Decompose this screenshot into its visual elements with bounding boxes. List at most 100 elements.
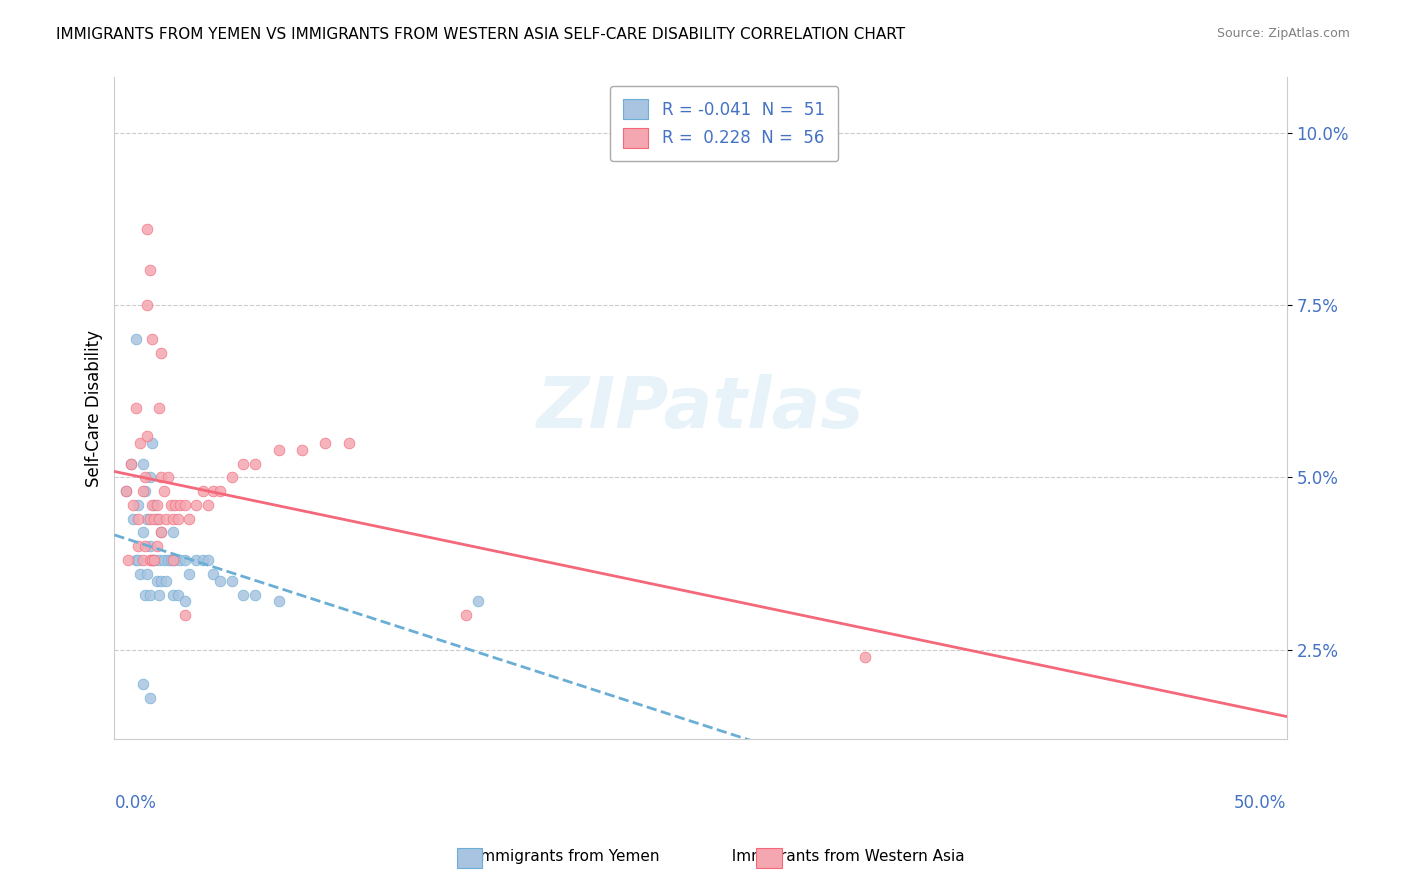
Point (221, 470, 243, 484)
Text: Source: ZipAtlas.com: Source: ZipAtlas.com (1216, 27, 1350, 40)
Point (201, 566, 224, 581)
Point (129, 435, 152, 450)
Point (115, 484, 138, 499)
Point (124, 401, 146, 416)
Point (157, 470, 180, 484)
Point (117, 553, 139, 567)
Point (138, 588, 160, 602)
Point (138, 690, 160, 705)
Point (145, 539, 167, 553)
Point (122, 511, 145, 525)
Point (337, 435, 360, 450)
Point (159, 553, 181, 567)
Point (454, 608, 477, 623)
Point (155, 574, 177, 588)
Point (150, 525, 173, 540)
Point (124, 553, 146, 567)
Point (162, 588, 184, 602)
Text: Immigrants from Western Asia: Immigrants from Western Asia (723, 849, 965, 863)
Text: IMMIGRANTS FROM YEMEN VS IMMIGRANTS FROM WESTERN ASIA SELF-CARE DISABILITY CORRE: IMMIGRANTS FROM YEMEN VS IMMIGRANTS FROM… (56, 27, 905, 42)
Point (143, 511, 166, 525)
Point (127, 539, 149, 553)
Point (150, 574, 173, 588)
Point (221, 574, 243, 588)
Point (179, 511, 201, 525)
Point (166, 511, 188, 525)
Point (197, 553, 219, 567)
Point (136, 429, 159, 443)
Text: Immigrants from Yemen: Immigrants from Yemen (465, 849, 659, 863)
Text: 50.0%: 50.0% (1234, 795, 1286, 813)
Point (138, 553, 160, 567)
Point (197, 498, 219, 512)
Point (141, 435, 163, 450)
Point (145, 574, 167, 588)
Point (136, 298, 159, 312)
Point (201, 484, 224, 499)
Point (173, 608, 195, 623)
Point (131, 484, 153, 499)
Point (143, 553, 166, 567)
Point (162, 553, 184, 567)
Point (232, 588, 254, 602)
Point (134, 484, 156, 499)
Point (131, 677, 153, 691)
Point (150, 346, 173, 360)
Point (162, 525, 184, 540)
Point (148, 511, 170, 525)
Legend: R = -0.041  N =  51, R =  0.228  N =  56: R = -0.041 N = 51, R = 0.228 N = 56 (610, 86, 838, 161)
Point (145, 511, 167, 525)
Point (208, 574, 231, 588)
Point (148, 553, 170, 567)
Point (173, 498, 195, 512)
Point (141, 498, 163, 512)
Point (136, 511, 159, 525)
Point (152, 484, 174, 499)
Point (267, 442, 290, 457)
Point (186, 553, 208, 567)
Point (853, 649, 876, 664)
Text: 0.0%: 0.0% (114, 795, 156, 813)
Point (150, 525, 173, 540)
Point (166, 588, 188, 602)
Point (129, 566, 152, 581)
Point (145, 498, 167, 512)
Point (314, 435, 336, 450)
Point (136, 222, 159, 236)
Point (165, 553, 187, 567)
Point (134, 539, 156, 553)
Text: ZIPatlas: ZIPatlas (537, 374, 865, 443)
Point (136, 566, 159, 581)
Point (159, 498, 181, 512)
Point (131, 553, 153, 567)
Point (115, 484, 138, 499)
Point (148, 401, 170, 416)
Point (169, 498, 191, 512)
Point (208, 484, 231, 499)
Y-axis label: Self-Care Disability: Self-Care Disability (86, 330, 103, 487)
Point (165, 498, 187, 512)
Point (138, 511, 160, 525)
Point (127, 553, 149, 567)
Point (152, 553, 174, 567)
Point (150, 470, 173, 484)
Point (143, 498, 166, 512)
Point (267, 594, 290, 608)
Point (134, 470, 156, 484)
Point (193, 484, 215, 499)
Point (138, 263, 160, 277)
Point (127, 498, 149, 512)
Point (120, 457, 142, 471)
Point (179, 566, 201, 581)
Point (141, 553, 163, 567)
Point (291, 442, 314, 457)
Point (141, 553, 163, 567)
Point (127, 511, 149, 525)
Point (173, 553, 195, 567)
Point (169, 553, 191, 567)
Point (120, 457, 142, 471)
Point (148, 588, 170, 602)
Point (162, 511, 184, 525)
Point (173, 594, 195, 608)
Point (131, 525, 153, 540)
